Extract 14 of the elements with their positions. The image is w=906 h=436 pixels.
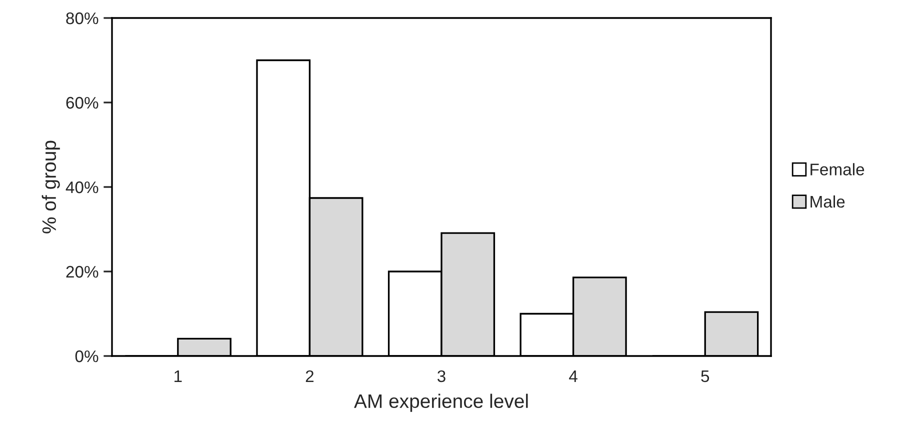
y-tick-label: 60%: [66, 96, 98, 109]
legend-label: Male: [810, 195, 845, 208]
x-tick-label: 5: [701, 370, 710, 382]
x-tick-label: 4: [569, 370, 578, 382]
y-axis-title: % of group: [42, 140, 60, 234]
x-axis-title: AM experience level: [354, 394, 528, 412]
y-tick-label: 80%: [66, 12, 98, 24]
legend-label: Female: [810, 163, 864, 176]
y-tick-label: 40%: [66, 181, 98, 194]
y-tick-label: 20%: [66, 266, 98, 278]
x-tick-label: 1: [174, 370, 182, 382]
x-tick-label: 3: [438, 370, 446, 382]
x-tick-label: 2: [306, 370, 314, 382]
y-tick-label: 0%: [75, 350, 98, 362]
